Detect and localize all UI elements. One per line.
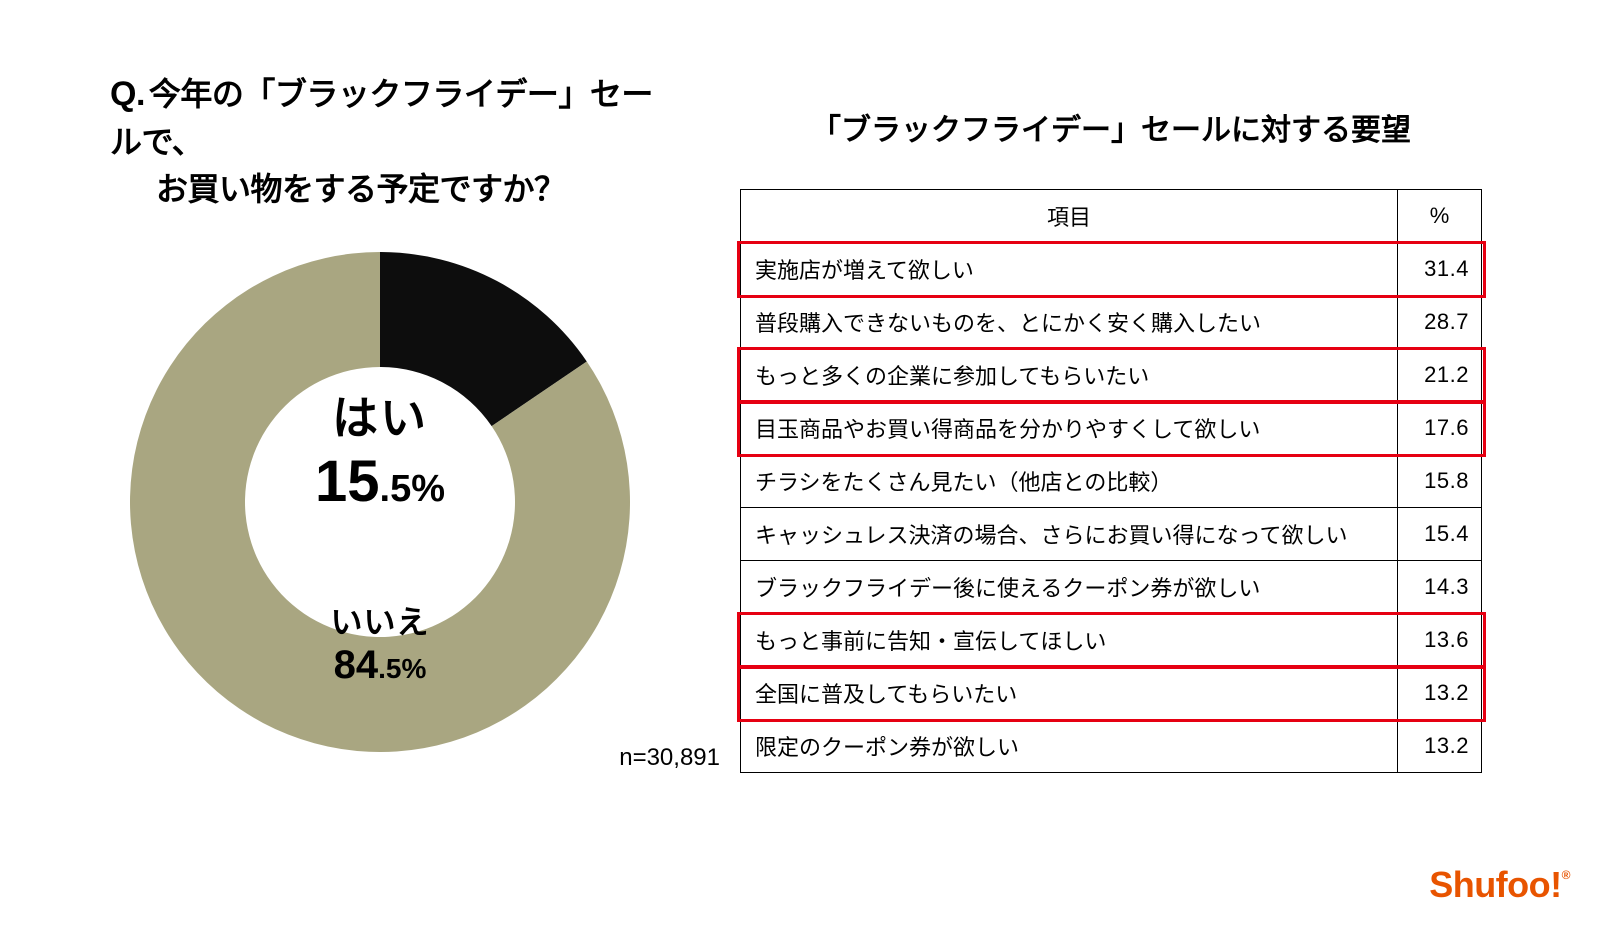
no-pct: 84.5%	[130, 643, 630, 688]
no-label: いいえ	[130, 597, 630, 643]
right-panel: 「ブラックフライデー」セールに対する要望 項目 % 実施店が増えて欲しい31.4…	[740, 105, 1482, 773]
table-row: チラシをたくさん見たい（他店との比較）15.8	[741, 455, 1482, 508]
q-line1: 今年の「ブラックフライデー」セールで、	[110, 76, 653, 160]
row-item: キャッシュレス決済の場合、さらにお買い得になって欲しい	[741, 508, 1398, 561]
col-pct: %	[1398, 190, 1482, 243]
row-item: もっと多くの企業に参加してもらいたい	[741, 349, 1398, 402]
table-title: 「ブラックフライデー」セールに対する要望	[740, 105, 1482, 149]
no-pct-big: 84	[334, 643, 379, 687]
row-item: 限定のクーポン券が欲しい	[741, 720, 1398, 773]
donut-chart: はい 15.5% いいえ 84.5% n=30,891	[130, 252, 630, 752]
row-pct: 15.8	[1398, 455, 1482, 508]
sample-size: n=30,891	[619, 744, 720, 772]
col-item: 項目	[741, 190, 1398, 243]
yes-pct: 15.5%	[130, 448, 630, 515]
row-item: チラシをたくさん見たい（他店との比較）	[741, 455, 1398, 508]
q-line2: お買い物をする予定ですか？	[110, 166, 680, 212]
row-pct: 31.4	[1398, 243, 1482, 296]
table-header-row: 項目 %	[741, 190, 1482, 243]
logo-reg: ®	[1562, 868, 1570, 882]
no-label-group: いいえ 84.5%	[130, 597, 630, 688]
row-item: 実施店が増えて欲しい	[741, 243, 1398, 296]
table-wrap: 項目 % 実施店が増えて欲しい31.4普段購入できないものを、とにかく安く購入し…	[740, 189, 1482, 773]
table-row: もっと事前に告知・宣伝してほしい13.6	[741, 614, 1482, 667]
table-row: 目玉商品やお買い得商品を分かりやすくして欲しい17.6	[741, 402, 1482, 455]
table-row: 普段購入できないものを、とにかく安く購入したい28.7	[741, 296, 1482, 349]
yes-label: はい	[130, 382, 630, 448]
row-item: 普段購入できないものを、とにかく安く購入したい	[741, 296, 1398, 349]
row-item: 目玉商品やお買い得商品を分かりやすくして欲しい	[741, 402, 1398, 455]
requests-table: 項目 % 実施店が増えて欲しい31.4普段購入できないものを、とにかく安く購入し…	[740, 189, 1482, 773]
row-pct: 14.3	[1398, 561, 1482, 614]
row-item: ブラックフライデー後に使えるクーポン券が欲しい	[741, 561, 1398, 614]
table-row: 全国に普及してもらいたい13.2	[741, 667, 1482, 720]
row-item: もっと事前に告知・宣伝してほしい	[741, 614, 1398, 667]
row-pct: 21.2	[1398, 349, 1482, 402]
logo-bang: !	[1550, 864, 1562, 905]
row-pct: 17.6	[1398, 402, 1482, 455]
q-prefix: Q.	[110, 75, 145, 113]
logo-text: Shufoo	[1429, 864, 1550, 905]
donut-center-label: はい 15.5%	[130, 382, 630, 515]
table-row: ブラックフライデー後に使えるクーポン券が欲しい14.3	[741, 561, 1482, 614]
row-item: 全国に普及してもらいたい	[741, 667, 1398, 720]
left-panel: Q. 今年の「ブラックフライデー」セールで、 お買い物をする予定ですか？ はい …	[110, 70, 680, 752]
row-pct: 13.2	[1398, 720, 1482, 773]
yes-pct-small: .5%	[380, 468, 445, 510]
table-row: 実施店が増えて欲しい31.4	[741, 243, 1482, 296]
table-row: 限定のクーポン券が欲しい13.2	[741, 720, 1482, 773]
table-row: もっと多くの企業に参加してもらいたい21.2	[741, 349, 1482, 402]
no-pct-small: .5%	[378, 653, 426, 684]
table-row: キャッシュレス決済の場合、さらにお買い得になって欲しい15.4	[741, 508, 1482, 561]
shufoo-logo: Shufoo!®	[1429, 864, 1570, 906]
row-pct: 28.7	[1398, 296, 1482, 349]
row-pct: 15.4	[1398, 508, 1482, 561]
row-pct: 13.6	[1398, 614, 1482, 667]
yes-pct-big: 15	[315, 449, 380, 514]
row-pct: 13.2	[1398, 667, 1482, 720]
question-text: Q. 今年の「ブラックフライデー」セールで、 お買い物をする予定ですか？	[110, 70, 680, 212]
